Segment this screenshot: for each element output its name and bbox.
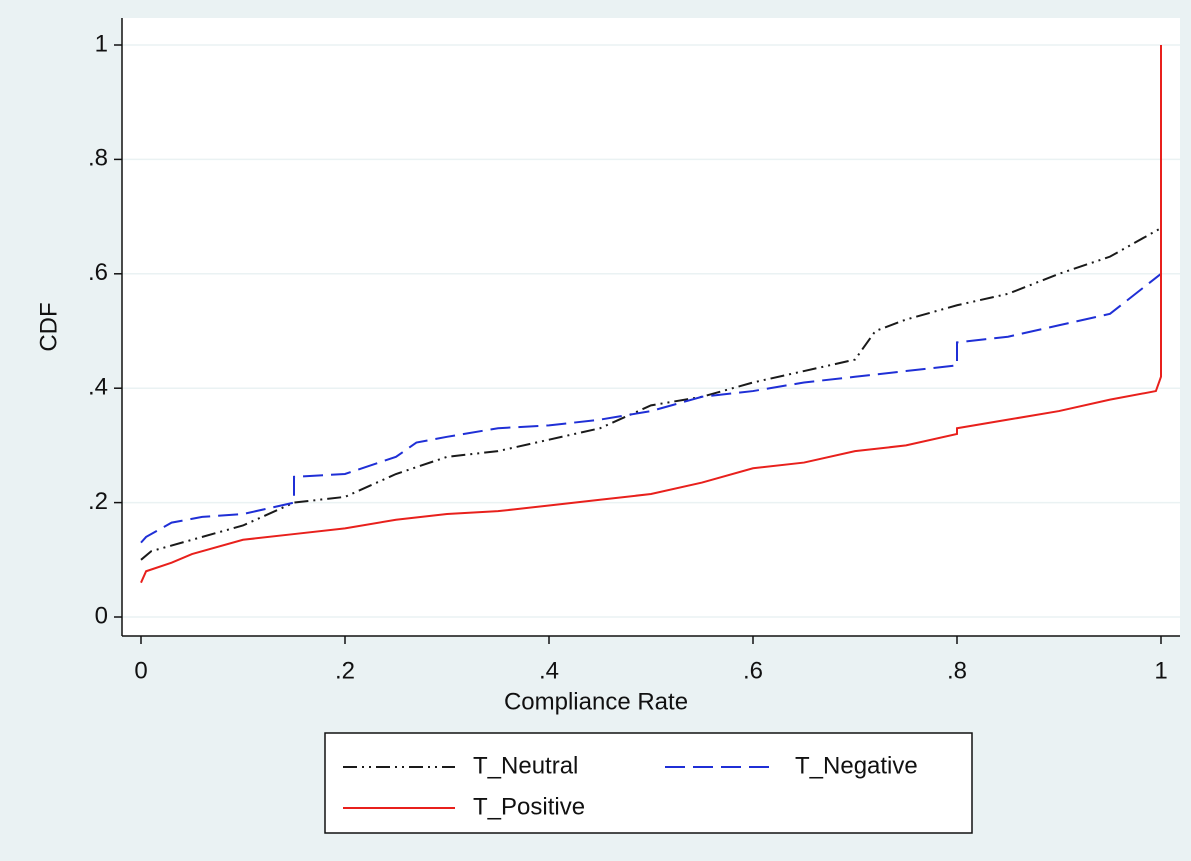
- x-axis-label: Compliance Rate: [504, 688, 688, 715]
- y-tick-label: 0: [95, 602, 108, 629]
- x-tick-label: .6: [743, 657, 763, 684]
- x-tick-label: .2: [335, 657, 355, 684]
- x-tick-label: .8: [947, 657, 967, 684]
- y-tick-label: .2: [88, 488, 108, 515]
- legend-box: [324, 732, 973, 834]
- y-tick-label: .4: [88, 374, 108, 401]
- y-tick-label: .6: [88, 259, 108, 286]
- legend-label: T_Negative: [795, 752, 918, 779]
- x-tick-label: 0: [134, 657, 147, 684]
- y-axis-label: CDF: [35, 302, 62, 351]
- y-tick-label: 1: [95, 30, 108, 57]
- legend-label: T_Positive: [473, 793, 585, 820]
- y-tick-label: .8: [88, 145, 108, 172]
- legend-label: T_Neutral: [473, 752, 578, 779]
- series-line: [140, 45, 1162, 584]
- x-tick-label: .4: [539, 657, 559, 684]
- x-tick-label: 1: [1154, 657, 1167, 684]
- series-line: [140, 227, 1162, 561]
- series-line: [140, 273, 1162, 544]
- plot-area: [122, 18, 1180, 636]
